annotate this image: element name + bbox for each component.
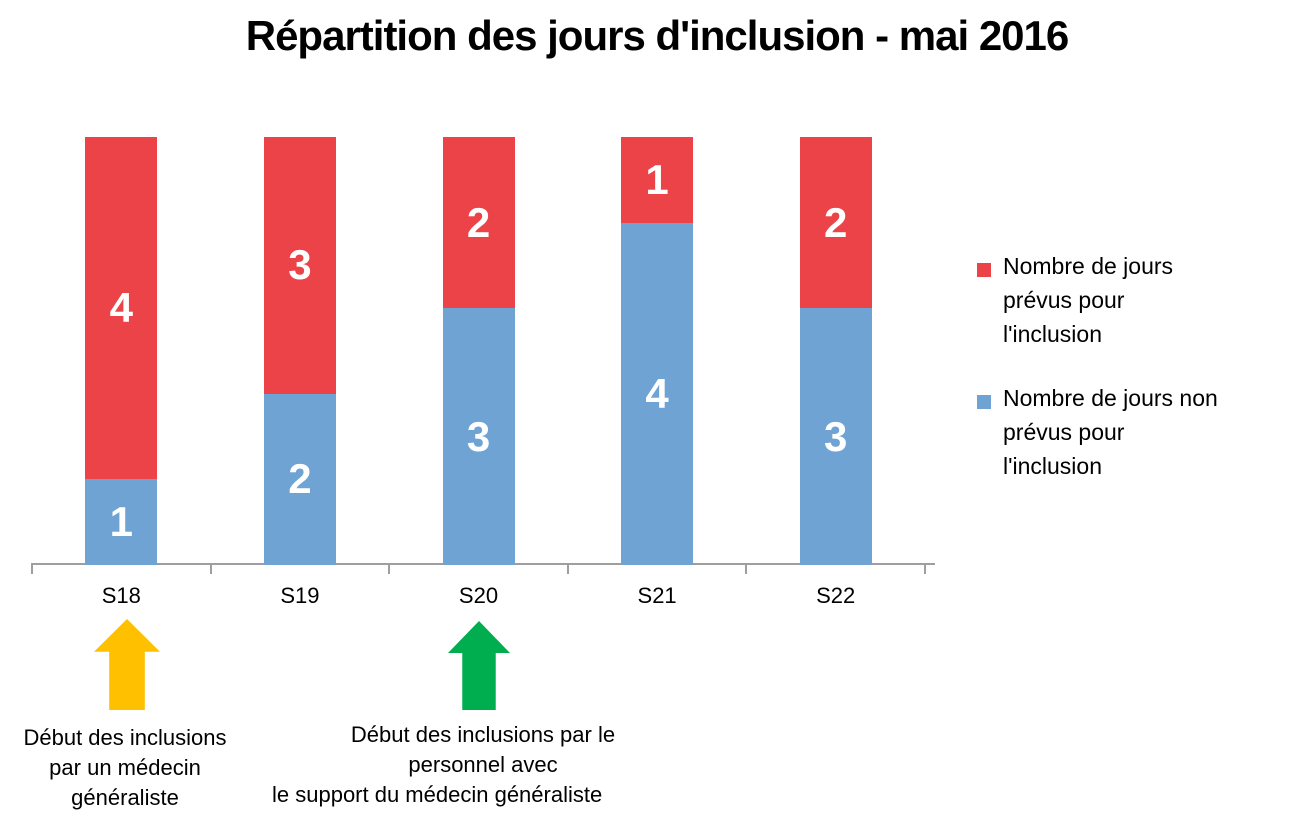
x-axis-label-S18: S18	[101, 583, 141, 608]
x-axis-tick	[745, 563, 748, 574]
bar-segment-S19-non-prevus	[263, 393, 336, 565]
bar-value-label: 4	[109, 284, 133, 332]
x-axis-tick	[566, 563, 569, 574]
x-axis-label-S22: S22	[816, 583, 856, 608]
bar-segment-S22-non-prevus	[799, 308, 872, 565]
bar-segment-S18-prevus	[85, 137, 158, 480]
annotation-line: Début des inclusions par le	[350, 722, 616, 747]
up-arrow-yellow	[94, 619, 160, 710]
annotation-line: Début des inclusions	[23, 725, 227, 750]
bar-segment-S18-non-prevus	[85, 479, 158, 565]
annotation-personnel-support: Début des inclusions par le personnel av…	[272, 720, 633, 810]
x-axis-label-S19: S19	[280, 583, 320, 608]
bar-value-label: 3	[288, 241, 312, 289]
bar-segment-S21-prevus	[621, 137, 694, 223]
legend-label-line: prévus pour l'inclusion	[1003, 287, 1125, 347]
annotation-medecin-generaliste: Début des inclusions par un médecin géné…	[0, 723, 255, 813]
bar-value-label: 2	[288, 455, 312, 503]
bar-segment-S22-prevus	[799, 137, 872, 309]
bar-value-label: 3	[466, 412, 491, 460]
legend-swatch-red	[977, 263, 991, 277]
x-axis-tick	[31, 563, 33, 574]
bar-segment-S20-prevus	[442, 137, 515, 309]
legend-item-jours-non-prevus: Nombre de jours non prévus pour l'inclus…	[977, 381, 1227, 483]
legend-label-line: Nombre de jours non	[1003, 385, 1218, 411]
chart-title: Répartition des jours d'inclusion - mai …	[245, 12, 1070, 59]
annotation-line: généraliste	[71, 785, 179, 810]
legend-label-line: prévus pour l'inclusion	[1003, 419, 1125, 479]
bar-value-label: 1	[645, 155, 669, 203]
annotation-line: le support du médecin généraliste	[272, 782, 603, 807]
x-axis-tick	[209, 563, 212, 574]
bar-value-label: 1	[109, 498, 133, 546]
up-arrow-green	[448, 621, 510, 710]
annotation-line: par un médecin	[49, 755, 201, 780]
bar-segment-S21-non-prevus	[621, 222, 694, 565]
bar-segment-S20-non-prevus	[442, 308, 515, 565]
bar-value-label: 3	[824, 412, 848, 460]
x-axis-label-S20: S20	[458, 583, 499, 608]
x-axis-tick	[388, 563, 391, 574]
x-axis-label-S21: S21	[637, 583, 677, 608]
annotation-line: personnel avec	[408, 752, 558, 777]
bar-value-label: 2	[824, 198, 848, 246]
legend-swatch-blue	[977, 395, 991, 409]
legend-item-jours-prevus: Nombre de jours prévus pour l'inclusion	[977, 249, 1227, 351]
bar-value-label: 2	[466, 198, 491, 246]
bar-segment-S19-prevus	[263, 137, 336, 394]
x-axis-tick	[924, 563, 926, 574]
legend-label-line: Nombre de jours	[1003, 253, 1174, 279]
bar-value-label: 4	[645, 369, 669, 417]
